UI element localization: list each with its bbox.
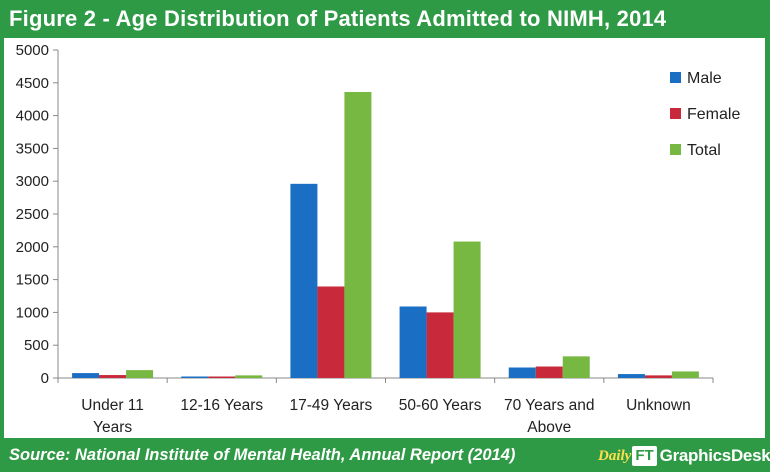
x-category-label: 70 Years and <box>504 397 595 414</box>
bar-female <box>208 376 236 378</box>
bar-total <box>344 91 372 378</box>
legend-swatch-female <box>670 108 681 119</box>
x-category-label: 12-16 Years <box>180 397 263 414</box>
y-tick-label: 3500 <box>16 140 49 157</box>
y-tick-label: 3000 <box>16 173 49 190</box>
bar-female <box>535 366 563 378</box>
legend-swatch-male <box>670 72 681 83</box>
x-category-label: Above <box>527 419 571 436</box>
plot-panel: 0 500 1000 1500 2000 2500 3000 3500 4000 4500 5000… <box>4 38 765 438</box>
y-tick-label: 2000 <box>16 239 49 256</box>
bar-male <box>399 306 427 378</box>
bar-total <box>235 375 263 378</box>
bar-total <box>453 241 481 378</box>
chart-title: Figure 2 - Age Distribution of Patients … <box>9 6 667 31</box>
legend-swatch-total <box>670 144 681 155</box>
y-tick-label: 4500 <box>16 75 49 92</box>
y-tick-label: 500 <box>24 337 49 354</box>
y-tick-label: 5000 <box>16 42 49 59</box>
source-note: Source: National Institute of Mental Hea… <box>9 446 516 464</box>
y-tick-label: 2500 <box>16 206 49 223</box>
bar-total <box>126 370 154 378</box>
bar-female <box>644 375 672 378</box>
bar-female <box>426 312 454 378</box>
y-tick-label: 1000 <box>16 304 49 321</box>
x-category-label: 17-49 Years <box>290 397 373 414</box>
bar-total <box>562 356 590 378</box>
legend-label-total: Total <box>687 142 721 159</box>
bar-male <box>617 374 645 378</box>
bar-male <box>72 373 100 378</box>
footer: Source: National Institute of Mental Hea… <box>0 440 770 472</box>
bar-male <box>508 367 536 378</box>
bar-female <box>99 375 127 378</box>
logo-ft-badge: FT <box>632 446 657 466</box>
x-category-label: Years <box>93 419 132 436</box>
y-tick-label: 0 <box>41 370 49 387</box>
x-category-label: Unknown <box>626 397 691 414</box>
logo-graphicsdesk-text: GraphicsDesk <box>659 446 770 465</box>
y-tick-label: 4000 <box>16 108 49 125</box>
bar-female <box>317 286 345 378</box>
x-category-label: Under 11 <box>81 397 144 414</box>
dailyft-graphicsdesk-logo: Daily FT GraphicsDesk <box>598 443 770 469</box>
legend-label-male: Male <box>687 70 722 87</box>
legend-label-female: Female <box>687 106 740 123</box>
y-tick-label: 1500 <box>16 272 49 289</box>
bar-chart: 0 500 1000 1500 2000 2500 3000 3500 4000 4500 5000… <box>16 42 741 436</box>
bar-male <box>181 376 209 378</box>
bar-male <box>290 183 318 378</box>
bar-total <box>671 371 699 378</box>
logo-daily-text: Daily <box>598 447 632 464</box>
x-category-label: 50-60 Years <box>399 397 482 414</box>
